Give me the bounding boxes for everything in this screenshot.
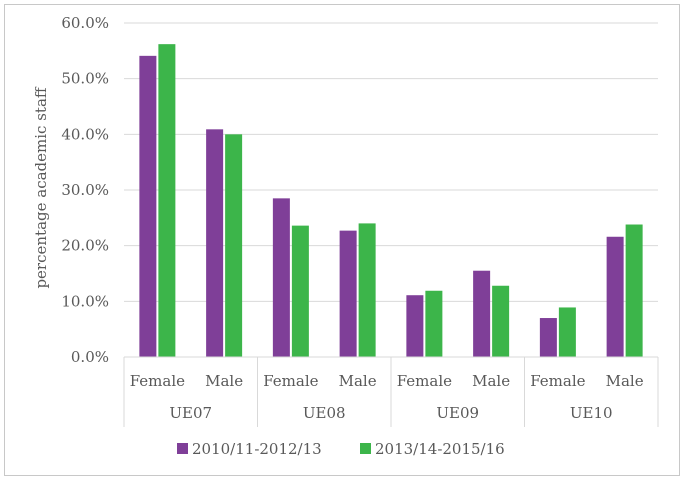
bar-series-1 (139, 55, 157, 358)
x-category-label: Male (472, 372, 510, 390)
bar-series-2 (358, 223, 376, 357)
x-category-label: Female (263, 372, 318, 390)
bars (139, 44, 643, 358)
legend-label-series-1: 2010/11-2012/13 (192, 440, 322, 458)
x-category-label: Male (205, 372, 243, 390)
legend-label-series-2: 2013/14-2015/16 (375, 440, 505, 458)
y-tick-label: 50.0% (61, 70, 109, 88)
y-axis-label: percentage academic staff (32, 86, 50, 288)
bar-series-1 (272, 198, 290, 357)
bar-series-2 (425, 290, 443, 357)
x-category-label: Female (397, 372, 452, 390)
bar-series-1 (206, 129, 224, 357)
y-tick-label: 0.0% (71, 348, 109, 366)
y-tick-label: 20.0% (61, 237, 109, 255)
y-tick-label: 30.0% (61, 181, 109, 199)
y-axis-tick-labels: 0.0% 10.0% 20.0% 30.0% 40.0% 50.0% 60.0% (61, 14, 109, 366)
y-tick-label: 60.0% (61, 14, 109, 32)
y-tick-label: 40.0% (61, 125, 109, 143)
x-group-label: UE10 (570, 404, 613, 422)
bar-series-2 (225, 134, 243, 357)
x-category-label: Male (606, 372, 644, 390)
gridlines (124, 22, 658, 358)
legend-swatch-series-2 (360, 443, 371, 454)
x-group-label: UE07 (169, 404, 212, 422)
legend: 2010/11-2012/13 2013/14-2015/16 (177, 440, 505, 458)
bar-series-2 (158, 44, 176, 358)
bar-series-2 (492, 285, 510, 357)
x-category-label: Female (530, 372, 585, 390)
x-group-label: UE09 (436, 404, 479, 422)
legend-swatch-series-1 (177, 443, 188, 454)
x-axis: Female Male Female Male Female Male Female Male… (123, 356, 659, 427)
bar-series-1 (473, 270, 491, 357)
x-category-label: Female (130, 372, 185, 390)
bar-series-1 (406, 295, 424, 357)
bar-series-1 (339, 230, 357, 357)
y-tick-label: 10.0% (61, 292, 109, 310)
x-group-label: UE08 (303, 404, 346, 422)
bar-series-2 (625, 224, 643, 357)
bar-series-2 (291, 225, 309, 357)
bar-series-1 (539, 318, 557, 357)
bar-series-1 (606, 236, 624, 357)
bar-series-2 (558, 307, 576, 357)
x-category-label: Male (339, 372, 377, 390)
